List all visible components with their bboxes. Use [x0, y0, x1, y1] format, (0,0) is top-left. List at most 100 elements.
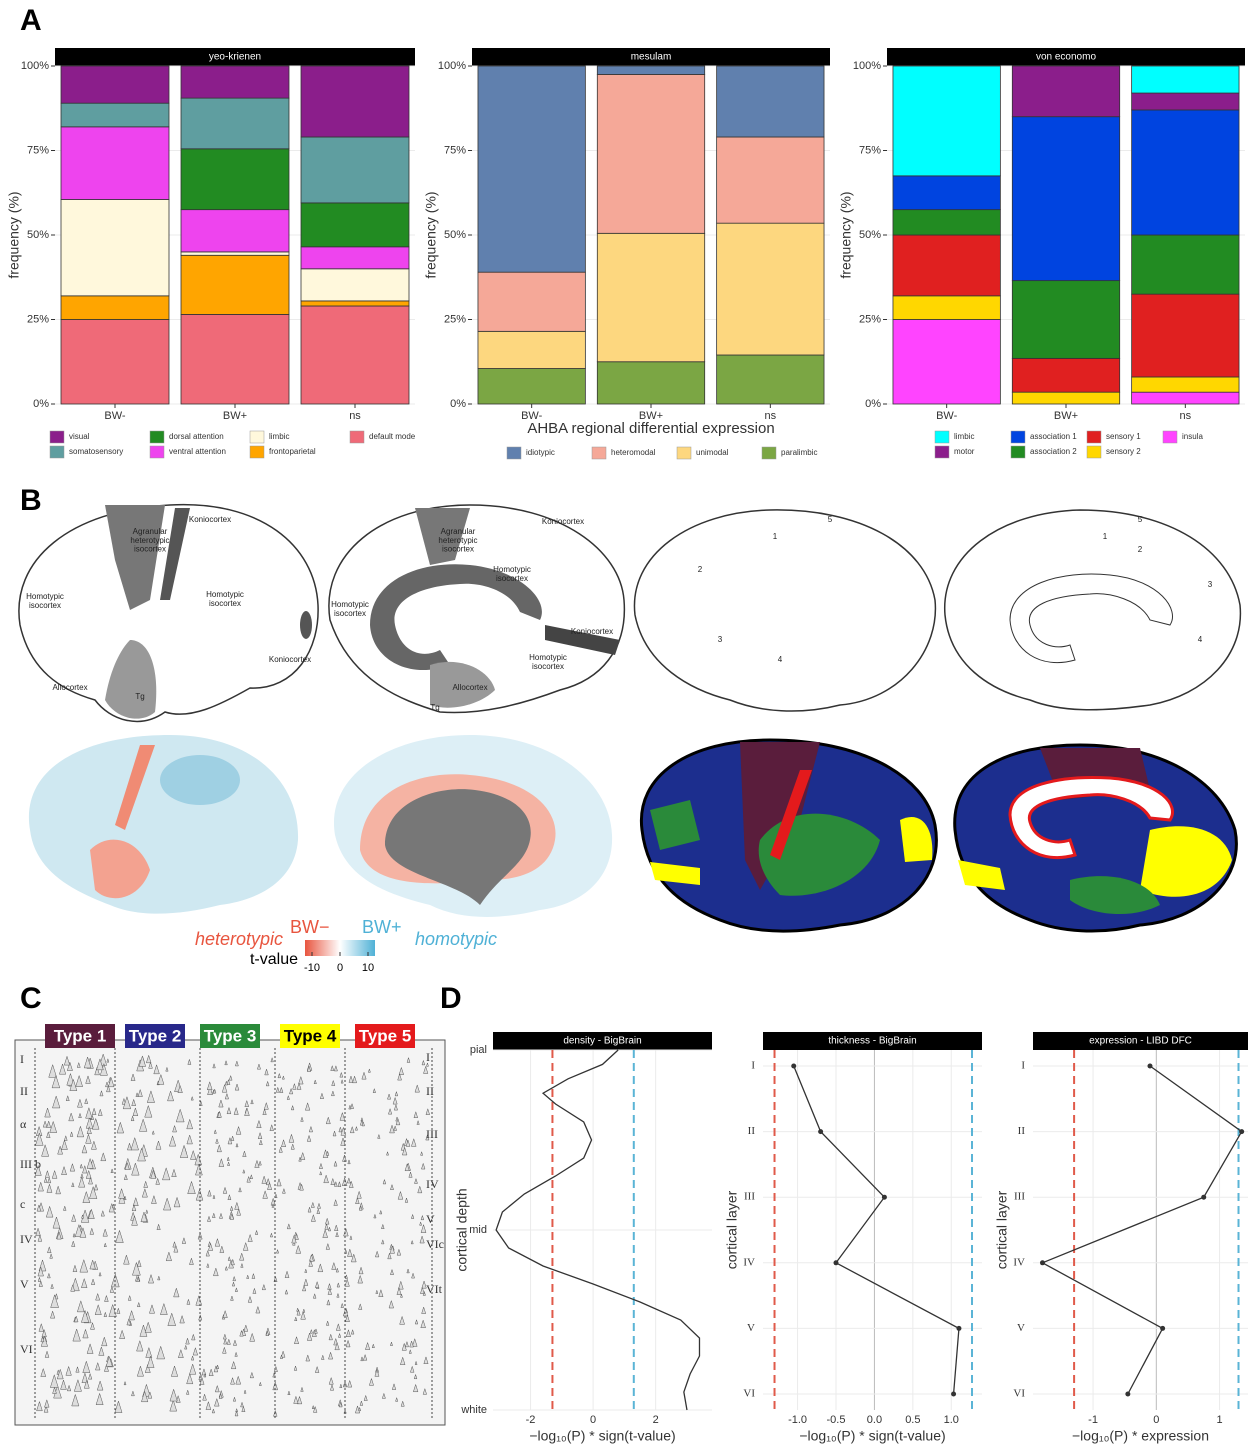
legend-swatch: [150, 446, 164, 458]
y-tick-label: 0%: [865, 398, 881, 410]
legend-label: default mode: [369, 432, 416, 441]
y-tick-label: 50%: [859, 229, 881, 241]
x-tick-label: 0: [1153, 1414, 1159, 1426]
colorbar-tick-label: -10: [304, 962, 320, 974]
strip-title: yeo-krienen: [209, 52, 261, 63]
x-tick-label: 0: [590, 1414, 596, 1426]
bar-segment: [893, 66, 1000, 176]
x-tick-label: -2: [526, 1414, 536, 1426]
bar-segment: [597, 66, 704, 74]
colorbar-tick-label: 0: [337, 962, 343, 974]
bar-segment: [61, 127, 169, 200]
bar-segment: [301, 306, 409, 404]
y-tick-label: 25%: [444, 313, 466, 325]
y-tick-label: pial: [470, 1044, 487, 1056]
data-point: [1125, 1392, 1130, 1397]
bar-segment: [301, 137, 409, 203]
x-tick-label: BW+: [223, 410, 247, 422]
legend-swatch: [250, 446, 264, 458]
legend-swatch: [150, 431, 164, 443]
y-axis-label: cortical layer: [724, 1190, 740, 1269]
bar-segment: [181, 210, 289, 252]
legend-swatch: [592, 447, 606, 459]
legend-label: association 2: [1030, 447, 1077, 456]
legend-label: sensory 2: [1106, 447, 1141, 456]
y-axis-label: frequency (%): [423, 191, 439, 278]
y-axis-label: cortical layer: [994, 1190, 1010, 1269]
legend-swatch: [507, 447, 521, 459]
bar-segment: [478, 272, 585, 331]
brain-label: 5: [828, 515, 833, 524]
panel-bg: [1033, 1050, 1248, 1410]
brain-label: Allocortex: [452, 683, 487, 692]
bar-segment: [181, 252, 289, 255]
panel-bg: [763, 1050, 982, 1410]
tmap-brain: [29, 735, 298, 914]
legend-swatch: [350, 431, 364, 443]
bar-segment: [478, 331, 585, 368]
data-point: [1040, 1260, 1045, 1265]
y-tick-label: 75%: [444, 144, 466, 156]
legend-label: unimodal: [696, 448, 729, 457]
y-tick-label: 50%: [27, 229, 49, 241]
data-point: [1160, 1326, 1165, 1331]
data-point: [791, 1064, 796, 1069]
legend-label: visual: [69, 432, 90, 441]
x-axis-label: −log₁₀(P) * sign(t-value): [529, 1428, 675, 1444]
brain-label: 3: [718, 635, 723, 644]
bar-segment: [717, 137, 824, 223]
layer-label: III b: [20, 1157, 41, 1171]
strip-title: expression - LIBD DFC: [1089, 1036, 1192, 1047]
brain-label: 2: [698, 565, 703, 574]
bar-segment: [597, 74, 704, 233]
bar-segment: [301, 203, 409, 247]
layer-label: α: [20, 1117, 27, 1131]
bar-segment: [1012, 392, 1119, 404]
legend-swatch: [1163, 431, 1177, 443]
brain-label: Homotypicisocortex: [26, 592, 64, 610]
panel-letter: A: [20, 4, 42, 37]
layer-label: III: [426, 1127, 438, 1141]
type-label: Type 1: [54, 1026, 107, 1045]
legend-swatch: [50, 431, 64, 443]
layer-label: VIc: [426, 1237, 444, 1251]
bar-segment: [478, 66, 585, 272]
brain-outline: [634, 510, 935, 711]
bar-segment: [301, 269, 409, 301]
brain-label: Koniocortex: [542, 517, 584, 526]
legend-label: motor: [954, 447, 975, 456]
y-tick-label: I: [1021, 1060, 1025, 1072]
layer-label: V: [20, 1277, 29, 1291]
x-tick-label: -1: [1088, 1414, 1098, 1426]
y-tick-label: I: [751, 1060, 755, 1072]
brain-label: 4: [778, 655, 783, 664]
panel-letter: D: [440, 982, 462, 1015]
x-tick-label: 0.0: [867, 1414, 882, 1426]
brain-region: [300, 611, 312, 639]
brain-label: Koniocortex: [571, 627, 613, 636]
bar-segment: [301, 301, 409, 306]
bar-segment: [597, 233, 704, 361]
legend-pos: BW+: [362, 917, 402, 937]
legend-label: sensory 1: [1106, 432, 1141, 441]
bar-segment: [1012, 117, 1119, 281]
strip-title: density - BigBrain: [563, 1036, 641, 1047]
y-tick-label: white: [460, 1404, 487, 1416]
type-label: Type 4: [284, 1026, 337, 1045]
y-tick-label: mid: [469, 1224, 487, 1236]
legend-swatch: [1087, 431, 1101, 443]
panel-letter: B: [20, 484, 42, 517]
x-axis-label: AHBA regional differential expression: [527, 420, 774, 437]
y-tick-label: 100%: [21, 60, 49, 72]
bar-segment: [1132, 66, 1239, 93]
bar-segment: [61, 200, 169, 296]
bar-segment: [61, 320, 169, 405]
legend-swatch: [935, 446, 949, 458]
legend-label: limbic: [954, 432, 974, 441]
x-tick-label: 1: [1216, 1414, 1222, 1426]
y-tick-label: 25%: [859, 313, 881, 325]
y-tick-label: 100%: [853, 60, 881, 72]
y-axis-label: frequency (%): [838, 191, 854, 278]
x-tick-label: -0.5: [827, 1414, 846, 1426]
